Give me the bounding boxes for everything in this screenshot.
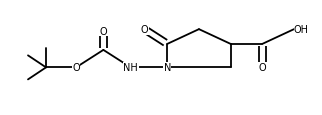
Text: OH: OH [294,25,309,35]
Text: O: O [72,63,80,73]
Text: N: N [164,63,171,73]
Text: NH: NH [123,63,138,73]
Text: O: O [140,25,148,35]
Text: O: O [259,63,266,73]
Text: O: O [99,27,107,36]
